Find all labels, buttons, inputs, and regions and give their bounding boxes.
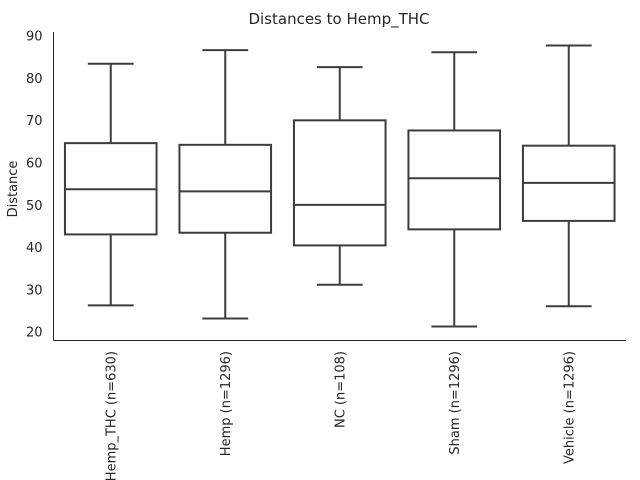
x-tick-label: NC (n=108) <box>333 351 348 428</box>
y-tick-label: 40 <box>26 241 43 256</box>
y-tick-label: 60 <box>26 157 43 172</box>
x-tick-label: Sham (n=1296) <box>448 351 463 455</box>
box-group <box>292 66 387 286</box>
x-tick-label: Hemp_THC (n=630) <box>104 351 119 480</box>
y-tick-label: 90 <box>26 30 43 45</box>
x-tick-label: Hemp (n=1296) <box>219 351 234 456</box>
box-plot-series <box>63 44 616 328</box>
iqr-box <box>407 129 502 231</box>
y-tick-labels: 20 30 40 50 60 70 80 90 <box>26 30 43 341</box>
x-tick-label: Vehicle (n=1296) <box>562 351 577 464</box>
y-axis-label: Distance <box>6 161 21 218</box>
box-group <box>521 44 616 308</box>
iqr-box <box>178 143 273 234</box>
box-group <box>63 62 158 307</box>
chart-title: Distances to Hemp_THC <box>248 10 429 29</box>
iqr-box <box>292 119 387 247</box>
box-group <box>178 49 273 320</box>
y-tick-label: 70 <box>26 114 43 129</box>
x-tick-labels: Hemp_THC (n=630) Hemp (n=1296) NC (n=108) S… <box>104 351 577 480</box>
y-tick-label: 20 <box>26 326 43 341</box>
box-group <box>407 51 502 328</box>
y-tick-label: 30 <box>26 283 43 298</box>
y-tick-label: 50 <box>26 199 43 214</box>
y-tick-label: 80 <box>26 72 43 87</box>
